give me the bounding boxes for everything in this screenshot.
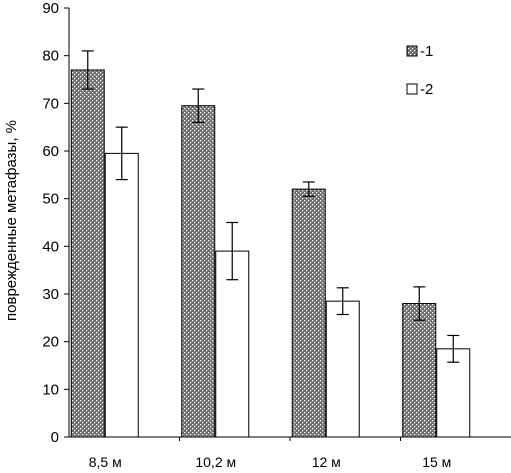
x-category-label: 8,5 м	[89, 454, 122, 470]
bars-layer	[70, 69, 471, 438]
x-category-label: 12 м	[312, 454, 341, 470]
bar-series1-3	[291, 188, 326, 438]
legend-label-series1: -1	[420, 43, 433, 60]
legend-swatch-series1	[406, 45, 418, 57]
y-tick-label: 70	[42, 95, 59, 112]
error-bars-layer	[81, 50, 460, 363]
bar-series2-4	[436, 348, 471, 438]
bar-series2-1	[104, 152, 139, 438]
y-tick-label: 10	[42, 381, 59, 398]
bar-series1-1	[70, 69, 105, 438]
axes-layer	[64, 7, 511, 441]
y-tick-label: 90	[42, 0, 59, 17]
legend-swatch-series2	[406, 83, 418, 95]
bar-series2-2	[215, 250, 250, 438]
legend-label-series2: -2	[420, 81, 433, 98]
y-tick-label: 80	[42, 48, 59, 65]
y-tick-label: 50	[42, 191, 59, 208]
x-category-label: 15 м	[422, 454, 451, 470]
y-tick-label: 20	[42, 334, 59, 351]
bar-series1-4	[402, 303, 437, 438]
y-tick-label: 40	[42, 238, 59, 255]
bar-series2-3	[325, 300, 360, 438]
y-tick-label: 60	[42, 143, 59, 160]
labels-layer: 0 10 20 30 40 50 60 70 80 90 8,5 м 10,2 м 12 м 15 м по…	[3, 0, 451, 470]
bar-series1-2	[181, 105, 216, 438]
legend: -1 -2	[406, 43, 433, 98]
x-category-label: 10,2 м	[195, 454, 236, 470]
y-tick-label: 0	[51, 429, 59, 446]
y-axis-title: поврежденные метафазы, %	[3, 120, 20, 321]
y-tick-label: 30	[42, 286, 59, 303]
